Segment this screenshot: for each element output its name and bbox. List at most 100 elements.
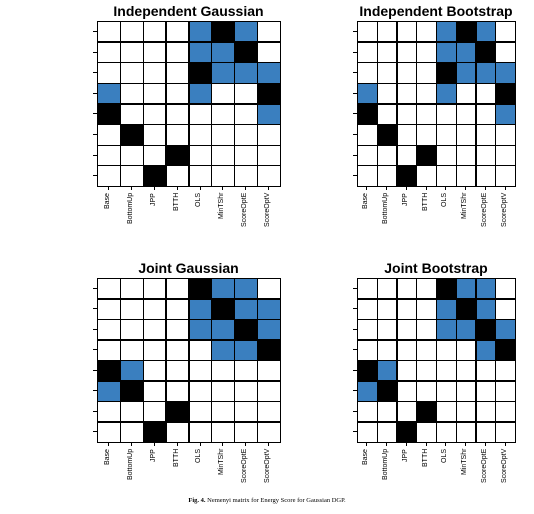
heatmap-cell bbox=[142, 144, 167, 167]
heatmap-cell bbox=[257, 298, 281, 320]
chart-title: Independent Bootstrap bbox=[359, 3, 513, 19]
heatmap-cell bbox=[475, 124, 497, 146]
row-tick bbox=[353, 410, 357, 412]
heatmap-cell bbox=[455, 165, 477, 187]
heatmap-cell bbox=[396, 339, 418, 361]
heatmap-cell bbox=[165, 339, 190, 361]
heatmap-cell bbox=[416, 124, 437, 146]
col-tick bbox=[130, 186, 132, 190]
heatmap-cell bbox=[142, 82, 167, 105]
col-label: ScoreOptV bbox=[264, 192, 272, 227]
heatmap-cell bbox=[211, 339, 236, 361]
heatmap-cell bbox=[234, 278, 258, 300]
heatmap-cell bbox=[165, 21, 190, 43]
heatmap-cell bbox=[416, 62, 437, 84]
heatmap-cell bbox=[165, 82, 190, 105]
col-label: JPP bbox=[401, 449, 409, 462]
heatmap-cell bbox=[436, 360, 457, 382]
heatmap-cell bbox=[188, 165, 213, 187]
heatmap-cell bbox=[416, 21, 437, 43]
heatmap-cell bbox=[119, 103, 144, 125]
col-tick bbox=[199, 186, 201, 190]
col-label: ScoreOptV bbox=[264, 448, 272, 483]
heatmap-cell bbox=[376, 401, 398, 423]
col-tick bbox=[130, 442, 132, 446]
col-label: Base bbox=[103, 449, 111, 465]
heatmap-cell bbox=[234, 144, 258, 167]
heatmap-cell bbox=[234, 103, 258, 125]
heatmap-cell bbox=[211, 144, 236, 167]
heatmap-cell bbox=[376, 62, 398, 84]
heatmap-cell bbox=[436, 21, 457, 43]
heatmap-cell bbox=[357, 21, 378, 43]
col-tick bbox=[386, 186, 388, 190]
heatmap-cell bbox=[97, 124, 121, 146]
heatmap-cell bbox=[211, 278, 236, 300]
heatmap-cell bbox=[188, 421, 213, 443]
heatmap-cell bbox=[475, 360, 497, 382]
row-tick bbox=[93, 92, 97, 94]
heatmap-cell bbox=[357, 124, 378, 146]
heatmap-cell bbox=[119, 380, 144, 402]
heatmap-cell bbox=[436, 421, 457, 443]
heatmap-cell bbox=[475, 62, 497, 84]
heatmap-cell bbox=[357, 421, 378, 443]
heatmap-cell bbox=[188, 360, 213, 382]
heatmap-cell bbox=[211, 165, 236, 187]
heatmap-cell bbox=[188, 298, 213, 320]
heatmap-cell bbox=[119, 82, 144, 105]
row-tick bbox=[93, 51, 97, 53]
heatmap-cell bbox=[475, 144, 497, 167]
heatmap-cell bbox=[142, 278, 167, 300]
heatmap-cell bbox=[396, 421, 418, 443]
col-tick bbox=[445, 442, 447, 446]
heatmap-cell bbox=[211, 401, 236, 423]
heatmap-cell bbox=[188, 278, 213, 300]
heatmap-cell bbox=[455, 41, 477, 64]
heatmap-cell bbox=[436, 298, 457, 320]
heatmap-cell bbox=[475, 103, 497, 125]
chart-title: Joint Bootstrap bbox=[384, 260, 488, 276]
heatmap-cell bbox=[495, 21, 516, 43]
heatmap-cell bbox=[455, 82, 477, 105]
heatmap-cell bbox=[188, 62, 213, 84]
row-tick bbox=[93, 113, 97, 115]
heatmap-cell bbox=[188, 103, 213, 125]
heatmap-cell bbox=[257, 124, 281, 146]
heatmap-cell bbox=[142, 298, 167, 320]
heatmap-cell bbox=[416, 278, 437, 300]
heatmap-cell bbox=[165, 124, 190, 146]
col-tick bbox=[268, 442, 269, 446]
heatmap-cell bbox=[436, 278, 457, 300]
heatmap-cell bbox=[142, 165, 167, 187]
heatmap-cell bbox=[97, 421, 121, 443]
heatmap-cell bbox=[455, 278, 477, 300]
heatmap-cell bbox=[495, 62, 516, 84]
heatmap-cell bbox=[436, 319, 457, 341]
col-tick bbox=[366, 442, 368, 446]
figure-caption-text: Nemenyi matrix for Energy Score for Gaus… bbox=[207, 497, 346, 504]
heatmap-cell bbox=[119, 360, 144, 382]
col-tick bbox=[108, 442, 109, 446]
heatmap-cell bbox=[119, 62, 144, 84]
heatmap-cell bbox=[211, 62, 236, 84]
heatmap-cell bbox=[234, 41, 258, 64]
heatmap-cell bbox=[188, 82, 213, 105]
col-tick bbox=[199, 442, 201, 446]
row-tick bbox=[93, 175, 97, 177]
heatmap-cell bbox=[455, 124, 477, 146]
heatmap-cell bbox=[396, 380, 418, 402]
col-tick bbox=[445, 186, 447, 190]
row-tick bbox=[353, 308, 357, 310]
heatmap-cell bbox=[142, 103, 167, 125]
heatmap-cell bbox=[376, 82, 398, 105]
heatmap-cell bbox=[257, 421, 281, 443]
col-label: ScoreOptE bbox=[241, 448, 249, 483]
row-tick bbox=[353, 175, 357, 177]
col-tick bbox=[425, 442, 427, 446]
heatmap-cell bbox=[211, 380, 236, 402]
figure-caption-label: Fig. 4. bbox=[188, 497, 206, 504]
heatmap-cell bbox=[234, 124, 258, 146]
col-tick bbox=[153, 442, 155, 446]
heatmap-cell bbox=[357, 360, 378, 382]
